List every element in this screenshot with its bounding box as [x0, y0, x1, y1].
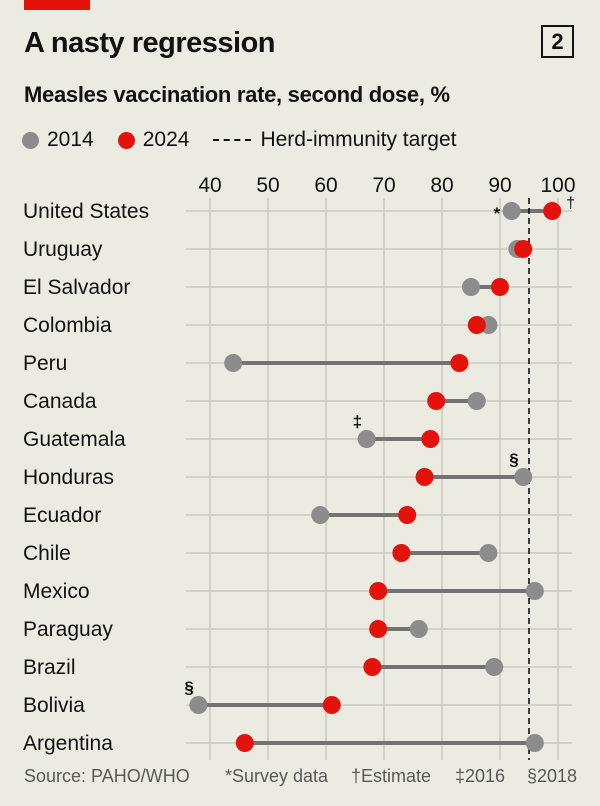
- legend-dash-line: [213, 139, 252, 141]
- footer-note-2018: §2018: [527, 766, 578, 786]
- dot-2024-guatemala: [421, 430, 440, 448]
- dot-2014-honduras: [514, 468, 533, 486]
- row-label-honduras: Honduras: [23, 466, 114, 489]
- row-label-uruguay: Uruguay: [23, 238, 103, 261]
- legend-label-target: Herd-immunity target: [260, 128, 457, 151]
- dot-2024-paraguay: [369, 620, 388, 638]
- row-label-peru: Peru: [23, 352, 67, 375]
- note-2014-honduras: §: [509, 450, 518, 469]
- dot-2014-brazil: [485, 658, 504, 676]
- dot-2024-argentina: [235, 734, 254, 752]
- legend-item-2024: 2024: [117, 128, 190, 152]
- row-label-ecuador: Ecuador: [23, 504, 101, 527]
- dot-2024-honduras: [415, 468, 434, 486]
- dot-2024-bolivia: [322, 696, 341, 714]
- tick-label-50: 50: [256, 174, 279, 197]
- legend: 2014 2024 Herd-immunity target: [22, 126, 481, 154]
- dot-2024-canada: [427, 392, 446, 410]
- legend-label-2014: 2014: [47, 128, 94, 151]
- dot-2024-mexico: [369, 582, 388, 600]
- dot-2024-ecuador: [398, 506, 417, 524]
- chart-subtitle: Measles vaccination rate, second dose, %: [24, 82, 450, 107]
- legend-item-2014: 2014: [22, 128, 94, 152]
- tick-label-40: 40: [198, 174, 221, 197]
- row-label-brazil: Brazil: [23, 656, 76, 679]
- dot-2014-united-states: [502, 202, 521, 220]
- tick-label-60: 60: [314, 174, 337, 197]
- dot-2014-guatemala: [357, 430, 376, 448]
- footer-note-estimate: †Estimate: [351, 766, 432, 786]
- dot-2014-peru: [224, 354, 243, 372]
- dot-2024-colombia: [467, 316, 486, 334]
- chart-title: A nasty regression: [24, 27, 276, 59]
- dot-2024-el-salvador: [491, 278, 509, 296]
- tick-label-80: 80: [430, 174, 453, 197]
- tick-label-90: 90: [488, 174, 511, 197]
- row-label-guatemala: Guatemala: [23, 428, 126, 451]
- row-label-chile: Chile: [23, 542, 71, 565]
- footer-source: Source: PAHO/WHO: [24, 766, 190, 786]
- note-2014-guatemala: ‡: [353, 412, 362, 431]
- tick-label-100: 100: [540, 174, 575, 197]
- dot-2014-el-salvador: [462, 278, 480, 296]
- legend-item-target: Herd-immunity target: [213, 128, 457, 152]
- dot-2014-canada: [467, 392, 486, 410]
- dot-2014-paraguay: [409, 620, 428, 638]
- dot-2014-mexico: [525, 582, 544, 600]
- dot-2014-chile: [479, 544, 498, 562]
- row-label-canada: Canada: [23, 390, 97, 413]
- note-2024-united-states: †: [566, 195, 575, 212]
- row-label-paraguay: Paraguay: [23, 618, 113, 641]
- legend-dot-2024: [117, 131, 135, 149]
- footer: Source: PAHO/WHO *Survey data †Estimate …: [24, 766, 577, 787]
- row-label-colombia: Colombia: [23, 314, 112, 337]
- legend-dot-2014: [22, 131, 39, 149]
- dot-2014-ecuador: [311, 506, 330, 524]
- dot-2014-argentina: [525, 734, 544, 752]
- dot-2024-uruguay: [514, 240, 533, 258]
- footer-note-survey: *Survey data: [225, 766, 329, 786]
- row-label-united-states: United States: [23, 200, 149, 223]
- note-2014-bolivia: §: [184, 678, 193, 697]
- dot-2024-brazil: [363, 658, 382, 676]
- chart-number-badge: 2: [541, 25, 574, 58]
- dot-2024-chile: [392, 544, 411, 562]
- row-label-argentina: Argentina: [23, 732, 113, 755]
- row-label-el-salvador: El Salvador: [23, 276, 130, 299]
- dot-2014-bolivia: [189, 696, 208, 714]
- note-2014-united-states: *: [494, 204, 501, 223]
- brand-bar: [24, 0, 90, 10]
- tick-label-70: 70: [372, 174, 395, 197]
- dot-2024-united-states: [543, 202, 562, 220]
- dot-2024-peru: [450, 354, 469, 372]
- row-label-mexico: Mexico: [23, 580, 90, 603]
- row-label-bolivia: Bolivia: [23, 694, 85, 717]
- footer-note-2016: ‡2016: [455, 766, 506, 786]
- legend-label-2024: 2024: [142, 128, 190, 151]
